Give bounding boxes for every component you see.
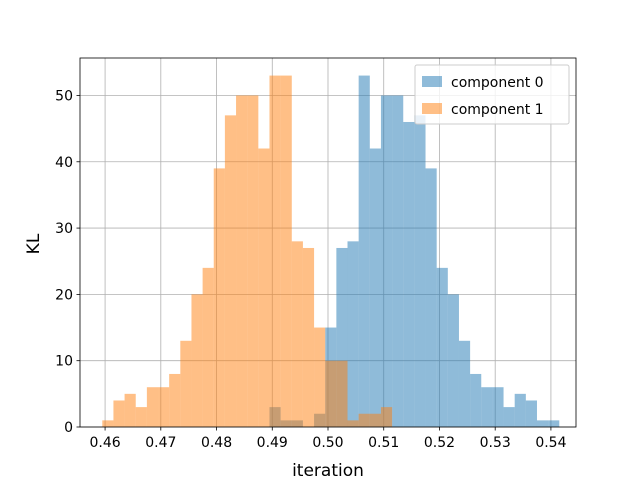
x-tick-label: 0.48 (201, 435, 232, 451)
histogram-bar-series-1 (213, 168, 225, 427)
histogram-bar-series-0 (492, 387, 504, 427)
x-tick-label: 0.46 (89, 435, 120, 451)
histogram-bar-series-0 (347, 241, 359, 427)
histogram-bar-series-0 (436, 267, 448, 427)
histogram-bar-series-1 (191, 294, 203, 427)
histogram-bar-series-1 (169, 373, 181, 427)
histogram-bar-series-0 (403, 121, 415, 428)
histogram-bar-series-1 (369, 413, 381, 427)
tick-marks: 0.46 0.47 0.48 0.49 0.50 0.51 0.52 0.53 0.54 0 10 2… (55, 88, 566, 451)
histogram-bar-series-0 (369, 148, 381, 427)
histogram-bar-series-0 (414, 115, 426, 427)
y-tick-label: 40 (55, 155, 73, 171)
legend-label: component 1 (451, 102, 544, 118)
histogram-bar-series-1 (380, 407, 393, 427)
histogram-bar-series-0 (470, 373, 482, 427)
histogram-bar-series-0 (380, 95, 393, 427)
x-axis-label: iteration (292, 461, 364, 480)
axis-labels: iteration KL (24, 233, 364, 480)
y-tick-label: 0 (64, 420, 73, 436)
x-tick-label: 0.52 (424, 435, 455, 451)
histogram-bar-series-0 (548, 420, 560, 427)
histogram-bar-series-1 (113, 400, 125, 427)
histogram-bar-series-0 (525, 400, 537, 427)
y-tick-label: 20 (55, 287, 73, 303)
histogram-bar-series-1 (102, 420, 114, 427)
histogram-bar-series-1 (291, 241, 303, 427)
histogram-bar-series-1 (124, 393, 136, 427)
x-tick-label: 0.53 (480, 435, 511, 451)
x-tick-label: 0.49 (257, 435, 288, 451)
histogram-bar-series-1 (180, 340, 192, 427)
histogram-bar-series-1 (325, 360, 337, 427)
histogram-bar-series-0 (481, 387, 493, 427)
histogram-bar-series-1 (258, 148, 270, 427)
legend-label: component 0 (451, 75, 544, 91)
histogram-bar-series-1 (135, 407, 147, 427)
x-tick-label: 0.47 (145, 435, 176, 451)
histogram-bar-series-1 (269, 75, 281, 428)
histogram-bar-series-0 (536, 420, 549, 427)
legend-swatch (422, 76, 442, 87)
histogram-bars (102, 75, 560, 428)
histogram-bar-series-0 (336, 247, 348, 427)
histogram-bar-series-0 (392, 95, 404, 427)
x-tick-label: 0.54 (535, 435, 566, 451)
histogram-bar-series-0 (447, 294, 459, 427)
histogram-bar-series-1 (202, 267, 214, 427)
histogram-bar-series-1 (146, 387, 159, 427)
histogram-bar-series-0 (358, 75, 370, 428)
legend-box (414, 64, 570, 125)
histogram-bar-series-1 (280, 75, 292, 428)
histogram-bar-series-1 (314, 327, 326, 427)
histogram-bar-series-1 (347, 420, 359, 427)
histogram-bar-series-1 (302, 247, 315, 427)
histogram-bar-series-1 (336, 360, 348, 427)
histogram-bar-series-1 (236, 95, 248, 427)
histogram-bar-series-1 (158, 387, 170, 427)
x-tick-label: 0.50 (312, 435, 343, 451)
histogram-bar-series-0 (458, 340, 471, 427)
histogram-bar-series-1 (247, 95, 259, 427)
x-tick-label: 0.51 (368, 435, 399, 451)
histogram-bar-series-0 (503, 407, 515, 427)
histogram-bar-series-1 (358, 413, 370, 427)
y-axis-label: KL (24, 233, 44, 254)
y-tick-label: 30 (55, 221, 73, 237)
histogram-bar-series-1 (224, 115, 237, 427)
legend: component 0 component 1 (414, 64, 570, 125)
histogram-bar-series-0 (514, 393, 526, 427)
legend-swatch (422, 103, 442, 114)
y-tick-label: 10 (55, 354, 73, 370)
histogram-bar-series-0 (425, 168, 437, 427)
y-tick-label: 50 (55, 88, 73, 104)
